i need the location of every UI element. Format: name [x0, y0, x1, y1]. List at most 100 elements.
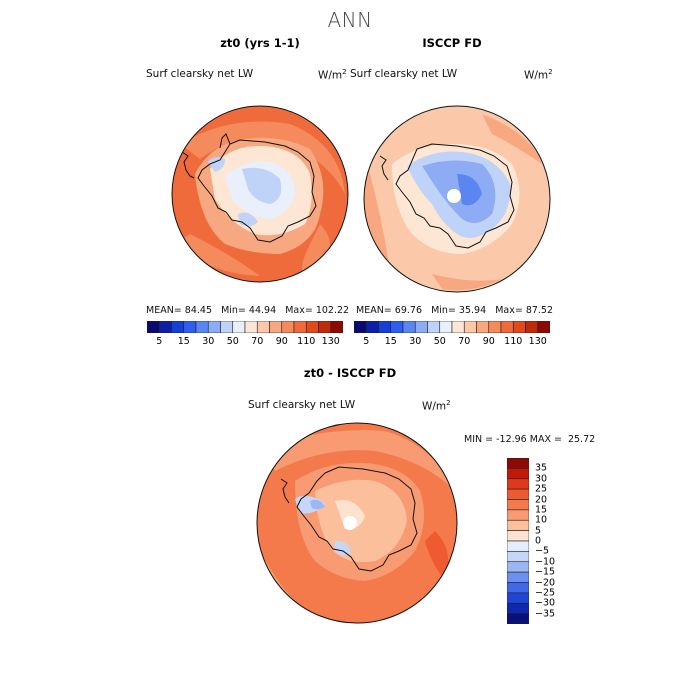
- panel-2-colorbar-labels: 5 15 30 50 70 90 110 130: [354, 336, 550, 350]
- colorbar-swatch: [183, 321, 197, 333]
- colorbar-swatch: [507, 582, 529, 594]
- colorbar-swatch: [507, 551, 529, 563]
- colorbar-swatch: [512, 321, 526, 333]
- colorbar-swatch: [507, 478, 529, 490]
- colorbar-swatch: [463, 321, 477, 333]
- colorbar-tick-label: 130: [528, 336, 547, 347]
- colorbar-swatch: [439, 321, 453, 333]
- colorbar-swatch: [500, 321, 514, 333]
- colorbar-swatch: [171, 321, 185, 333]
- colorbar-swatch: [244, 321, 258, 333]
- colorbar-tick-label: 15: [177, 336, 190, 347]
- colorbar-swatch: [147, 321, 160, 333]
- panel-2-title: ISCCP FD: [422, 36, 482, 50]
- colorbar-swatch: [378, 321, 392, 333]
- colorbar-swatch: [220, 321, 234, 333]
- panel-3-stats: MIN = -12.96 MAX = 25.72: [464, 434, 596, 445]
- colorbar-tick-label: −25: [535, 587, 556, 599]
- panel-3-map: [256, 422, 458, 624]
- panel-1-map: [171, 105, 349, 283]
- colorbar-tick-label: −15: [535, 566, 556, 578]
- colorbar-swatch: [402, 321, 416, 333]
- colorbar-tick-label: −20: [535, 577, 556, 588]
- colorbar-swatch: [507, 561, 529, 573]
- colorbar-swatch: [414, 321, 428, 333]
- colorbar-tick-label: 70: [458, 336, 471, 347]
- colorbar-swatch: [390, 321, 404, 333]
- colorbar-swatch: [507, 519, 529, 531]
- colorbar-swatch: [507, 571, 529, 583]
- panel-1-stats: MEAN= 84.45 Min= 44.94 Max= 102.22: [146, 305, 350, 316]
- colorbar-swatch: [281, 321, 295, 333]
- panel-1-colorbar-labels: 5 15 30 50 70 90 110 130: [147, 336, 343, 350]
- colorbar-swatch: [293, 321, 307, 333]
- panel-2-variable: Surf clearsky net LW: [350, 68, 458, 80]
- panel-1-units: W/m2: [318, 68, 347, 82]
- colorbar-swatch: [476, 321, 490, 333]
- colorbar-swatch: [158, 321, 172, 333]
- colorbar-swatch: [256, 321, 270, 333]
- colorbar-swatch: [451, 321, 465, 333]
- panel-2-stats: MEAN= 69.76 Min= 35.94 Max= 87.52: [356, 305, 554, 316]
- colorbar-tick-label: 110: [504, 336, 523, 347]
- colorbar-tick-label: −30: [535, 597, 556, 609]
- panel-2-units: W/m2: [524, 68, 553, 82]
- colorbar-tick-label: 30: [535, 473, 548, 485]
- panel-2-colorbar: [354, 321, 550, 333]
- colorbar-swatch: [207, 321, 221, 333]
- colorbar-swatch: [427, 321, 441, 333]
- colorbar-swatch: [507, 499, 529, 511]
- panel-3-colorbar: [507, 458, 529, 624]
- colorbar-swatch: [232, 321, 246, 333]
- panel-1-colorbar: [147, 321, 343, 333]
- panel-3-title: zt0 - ISCCP FD: [303, 366, 397, 380]
- colorbar-tick-label: 70: [251, 336, 264, 347]
- panel-3-colorbar-labels: 35 30 25 20 15 10 5 0 −5 −10 −15 −20 −25 −30 −35: [535, 458, 575, 624]
- colorbar-swatch: [488, 321, 502, 333]
- colorbar-tick-label: 90: [275, 336, 288, 347]
- colorbar-swatch: [507, 540, 529, 552]
- panel-2-map: [363, 105, 551, 293]
- panel-3-units: W/m2: [422, 399, 451, 413]
- colorbar-swatch: [507, 602, 529, 614]
- colorbar-swatch: [537, 321, 550, 333]
- colorbar-tick-label: −35: [535, 608, 556, 620]
- colorbar-swatch: [269, 321, 283, 333]
- colorbar-tick-label: 10: [535, 514, 548, 526]
- colorbar-swatch: [195, 321, 209, 333]
- figure-title: ANN: [327, 8, 373, 32]
- colorbar-tick-label: 5: [363, 336, 370, 347]
- colorbar-swatch: [507, 488, 529, 500]
- colorbar-swatch: [365, 321, 379, 333]
- colorbar-tick-label: 110: [297, 336, 316, 347]
- colorbar-tick-label: 15: [384, 336, 397, 347]
- colorbar-tick-label: 20: [535, 494, 548, 505]
- colorbar-tick-label: 15: [535, 504, 548, 516]
- panel-3-variable: Surf clearsky net LW: [248, 399, 356, 411]
- colorbar-swatch: [507, 592, 529, 604]
- colorbar-tick-label: −5: [535, 545, 550, 557]
- colorbar-swatch: [354, 321, 367, 333]
- colorbar-swatch: [330, 321, 343, 333]
- panel-1-variable: Surf clearsky net LW: [146, 68, 254, 80]
- colorbar-tick-label: −10: [535, 556, 556, 568]
- colorbar-swatch: [507, 468, 529, 480]
- colorbar-tick-label: 50: [433, 336, 446, 347]
- colorbar-swatch: [525, 321, 539, 333]
- colorbar-tick-label: 90: [482, 336, 495, 347]
- colorbar-tick-label: 5: [535, 525, 542, 537]
- colorbar-swatch: [305, 321, 319, 333]
- colorbar-swatch: [507, 613, 529, 624]
- colorbar-tick-label: 50: [226, 336, 239, 347]
- colorbar-tick-label: 30: [409, 336, 422, 347]
- colorbar-swatch: [507, 509, 529, 521]
- colorbar-tick-label: 130: [321, 336, 340, 347]
- colorbar-swatch: [318, 321, 332, 333]
- panel-1-title: zt0 (yrs 1-1): [220, 36, 300, 50]
- colorbar-tick-label: 35: [535, 462, 548, 474]
- colorbar-tick-label: 0: [535, 535, 542, 547]
- colorbar-tick-label: 25: [535, 483, 548, 495]
- colorbar-swatch: [507, 458, 529, 469]
- colorbar-tick-label: 30: [202, 336, 215, 347]
- colorbar-swatch: [507, 530, 529, 542]
